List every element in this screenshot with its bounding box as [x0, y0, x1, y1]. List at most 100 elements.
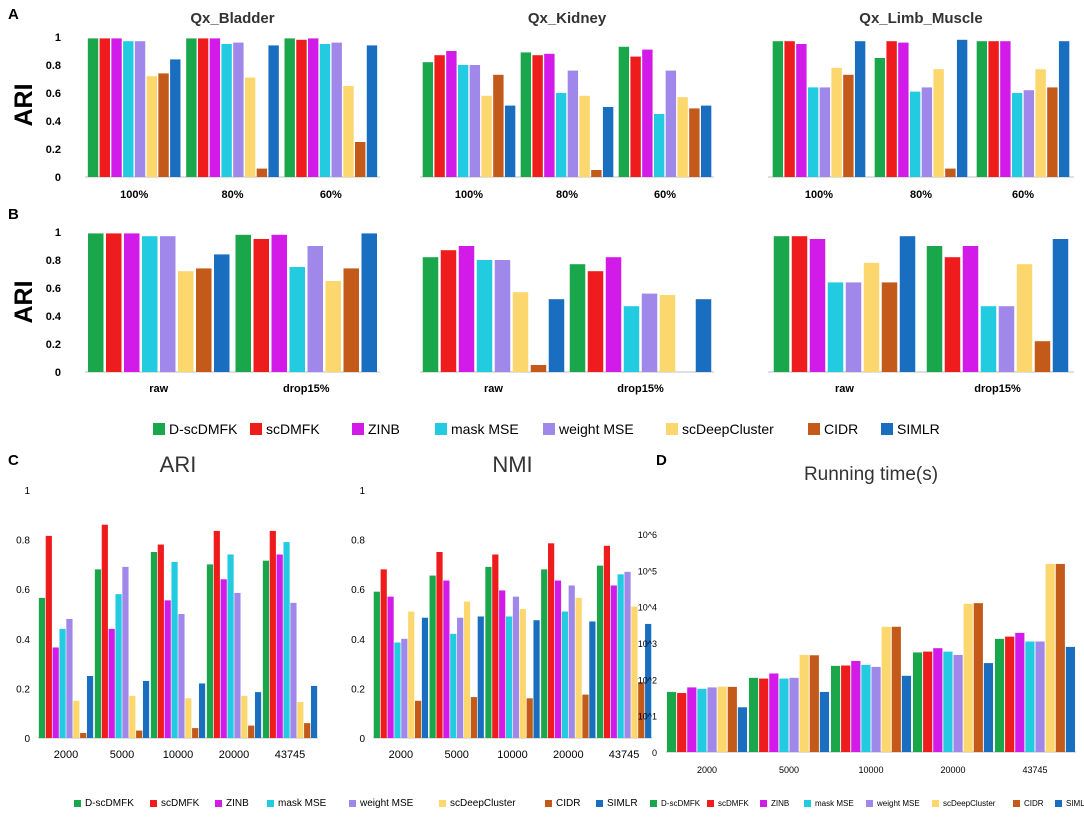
- bar: [262, 560, 270, 738]
- chart-d-running-time: Running time(s) 0 10^1 10^2 10^3 10^4 10^5 10^6…: [638, 464, 1076, 775]
- x-tick-label: 2000: [54, 749, 78, 761]
- bar: [254, 692, 262, 738]
- y-tick-label: 10^4: [638, 603, 657, 613]
- bar: [695, 299, 712, 372]
- legend-label: mask MSE: [451, 421, 519, 437]
- bar: [422, 257, 439, 372]
- bar: [256, 168, 268, 177]
- y-tick-label: 10^1: [638, 712, 657, 722]
- bar: [197, 38, 209, 178]
- bar: [86, 676, 94, 738]
- chart-qx-kidney: Qx_Kidney 100% 80% 60%: [420, 10, 714, 201]
- bar: [983, 663, 994, 752]
- bar: [591, 170, 602, 177]
- bar: [296, 39, 307, 177]
- bar: [988, 41, 999, 178]
- bar: [171, 561, 178, 738]
- legend-swatch: [435, 423, 447, 435]
- bar: [494, 260, 511, 372]
- bar: [623, 306, 640, 372]
- bar: [843, 74, 854, 177]
- y-tick-label: 10^2: [638, 675, 657, 685]
- x-tick-label: drop15%: [974, 383, 1021, 395]
- bar: [596, 565, 604, 738]
- bar: [1034, 341, 1051, 372]
- bar: [926, 246, 943, 372]
- bar: [899, 236, 916, 372]
- bar: [519, 609, 526, 738]
- bar: [235, 234, 251, 372]
- y-tick-label: 0.8: [16, 536, 30, 547]
- bar: [1065, 646, 1076, 752]
- bar: [809, 239, 826, 372]
- bar: [963, 603, 973, 752]
- bar: [841, 665, 851, 752]
- bar: [101, 524, 108, 738]
- y-tick-label: 0.4: [16, 635, 30, 646]
- x-tick-label: 60%: [654, 189, 676, 201]
- bar: [297, 702, 304, 738]
- bar: [512, 292, 529, 372]
- legend-label: SIMLR: [1066, 799, 1084, 808]
- bar: [548, 543, 555, 738]
- bar: [88, 233, 104, 372]
- bar: [677, 693, 687, 752]
- bar: [665, 70, 677, 177]
- legend-swatch: [707, 800, 714, 807]
- bar: [956, 39, 968, 177]
- bar: [115, 594, 122, 738]
- bar: [1045, 563, 1055, 752]
- y-tick-label: 0.2: [16, 684, 30, 695]
- bar: [185, 698, 192, 738]
- bar: [290, 602, 297, 738]
- bar: [819, 87, 831, 177]
- bar: [253, 239, 269, 372]
- x-tick-label: 2000: [389, 749, 413, 761]
- bar: [66, 618, 73, 738]
- x-tick-label: 20000: [553, 749, 584, 761]
- bar: [178, 271, 194, 372]
- legend-label: ZINB: [368, 421, 400, 437]
- bar: [773, 236, 790, 372]
- legend-label: weight MSE: [876, 799, 920, 808]
- bar: [52, 647, 59, 738]
- y-tick-label: 0: [55, 172, 61, 184]
- x-tick-label: 43745: [275, 749, 306, 761]
- bar: [401, 638, 408, 738]
- bar: [476, 260, 493, 372]
- y-tick-label: 0.8: [351, 536, 365, 547]
- legend-label: D-scDMFK: [661, 799, 701, 808]
- x-tick-label: 20000: [940, 765, 965, 775]
- bar: [1011, 93, 1023, 177]
- legend-swatch: [881, 423, 893, 435]
- bar: [980, 306, 997, 372]
- bar: [150, 552, 158, 738]
- bar: [1047, 87, 1058, 177]
- bar: [129, 695, 136, 738]
- bar: [310, 685, 318, 738]
- x-tick-label: 20000: [219, 749, 250, 761]
- legend-swatch: [596, 800, 603, 807]
- x-tick-label: drop15%: [617, 383, 664, 395]
- bar: [921, 87, 933, 177]
- bar: [94, 569, 102, 738]
- legend-label: scDeepCluster: [450, 798, 516, 809]
- bar: [463, 601, 471, 738]
- bar: [769, 673, 779, 752]
- bar: [579, 95, 590, 177]
- bar: [414, 700, 422, 738]
- bar: [304, 723, 311, 738]
- legend-swatch: [215, 800, 222, 807]
- x-tick-label: 5000: [779, 765, 799, 775]
- bar: [325, 281, 341, 372]
- bar: [871, 666, 881, 752]
- bar: [1000, 41, 1011, 178]
- legend-swatch: [808, 423, 820, 435]
- bar: [45, 535, 52, 738]
- bar: [458, 246, 475, 372]
- y-tick-label: 0: [359, 734, 365, 745]
- bar: [283, 542, 290, 738]
- bar: [555, 93, 567, 177]
- y-tick-label: 0.6: [46, 283, 61, 295]
